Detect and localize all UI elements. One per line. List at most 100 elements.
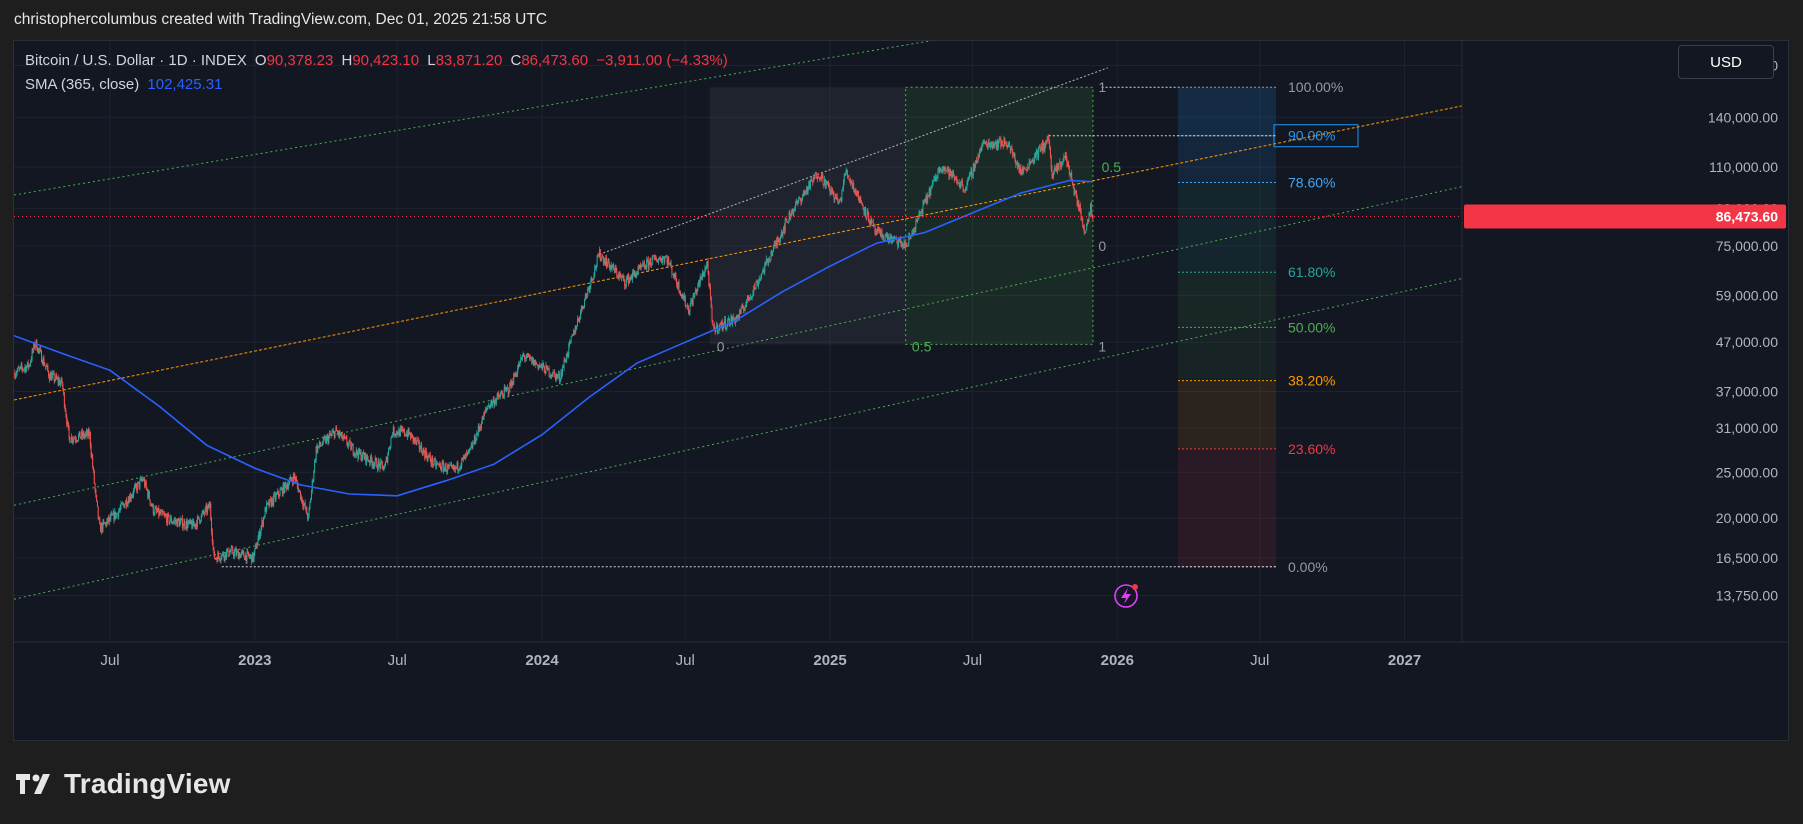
candle-body: [750, 296, 752, 298]
symbol-label[interactable]: Bitcoin / U.S. Dollar · 1D · INDEX: [25, 52, 247, 69]
price-chart[interactable]: 100.00%90.00%78.60%61.80%50.00%38.20%23.…: [14, 41, 1789, 741]
candle-body: [219, 559, 221, 561]
candle-body: [761, 272, 763, 274]
candle-body: [384, 461, 386, 467]
candle-body: [330, 434, 332, 436]
candle-body: [954, 178, 956, 180]
candle-body: [411, 433, 413, 436]
candle-body: [18, 367, 20, 369]
candle-body: [281, 488, 283, 490]
candle-body: [134, 484, 136, 488]
candle-body: [68, 427, 70, 438]
candle-body: [716, 323, 718, 328]
sma-label[interactable]: SMA (365, close): [25, 76, 140, 93]
candle-body: [665, 256, 667, 258]
close-value: 86,473.60: [521, 52, 589, 69]
candle-body: [552, 371, 554, 377]
candle-body: [950, 172, 952, 176]
candle-body: [1046, 136, 1048, 143]
candle-body: [55, 375, 57, 379]
candle-body: [377, 467, 379, 470]
candle-body: [133, 489, 135, 495]
candle-body: [44, 365, 46, 367]
candle-body: [162, 510, 164, 514]
candle-body: [920, 211, 922, 213]
chart-area[interactable]: 100.00% 90.00% 78.60% 61.80% 50.00% 38.20% 23.…: [13, 40, 1789, 741]
candle-body: [990, 142, 992, 147]
brand-name[interactable]: TradingView: [64, 768, 231, 799]
candle-body: [587, 287, 589, 290]
candle-body: [1031, 161, 1033, 163]
lightning-icon[interactable]: [1114, 584, 1138, 608]
currency-button[interactable]: USD: [1678, 45, 1774, 79]
candle-body: [1012, 155, 1014, 157]
candle-body: [1006, 146, 1008, 148]
candle-body: [1045, 140, 1047, 145]
candle-body: [59, 382, 61, 385]
candle-body: [949, 169, 951, 176]
candle-body: [497, 394, 499, 395]
candle-body: [193, 524, 195, 526]
candle-body: [116, 513, 118, 515]
candle-body: [479, 427, 481, 429]
candle-body: [1029, 160, 1031, 164]
candle-body: [853, 190, 855, 193]
candle-body: [905, 244, 907, 248]
candle-body: [839, 199, 841, 200]
candle-body: [685, 305, 687, 307]
candle-body: [872, 222, 874, 226]
candle-body: [594, 266, 596, 275]
candle-body: [620, 274, 622, 278]
candle-body: [437, 463, 439, 465]
candle-body: [153, 513, 155, 515]
candle-body: [203, 513, 205, 514]
candle-body: [37, 348, 39, 353]
candle-body: [398, 429, 400, 436]
candle-body: [921, 211, 923, 215]
candle-body: [149, 499, 151, 505]
candle-body: [79, 431, 81, 439]
candle-body: [901, 243, 903, 248]
candle-body: [675, 273, 677, 281]
candle-body: [285, 482, 286, 485]
candle-body: [1066, 158, 1068, 167]
candle-body: [615, 267, 617, 271]
candle-body: [251, 554, 253, 563]
candle-body: [469, 447, 471, 450]
candle-body: [187, 523, 189, 528]
fib-zone: [1178, 448, 1276, 567]
candle-body: [746, 295, 748, 300]
candle-body: [122, 503, 124, 505]
candle-body: [214, 558, 216, 559]
candle-body: [1057, 164, 1059, 172]
candle-body: [590, 278, 592, 286]
candle-body: [531, 357, 533, 364]
candle-body: [288, 479, 290, 484]
candle-body: [1071, 172, 1073, 181]
candle-body: [712, 320, 714, 325]
candle-body: [475, 440, 477, 443]
candle-body: [60, 378, 62, 383]
candle-body: [1072, 183, 1074, 187]
candle-body: [1022, 167, 1024, 172]
candle-body: [732, 316, 734, 320]
candle-body: [82, 432, 84, 437]
candle-body: [178, 520, 180, 527]
candle-body: [15, 373, 17, 376]
candle-body: [598, 255, 600, 257]
sma-row: SMA (365, close) 102,425.31: [25, 73, 728, 97]
candle-body: [266, 503, 268, 512]
candle-body: [1037, 150, 1039, 158]
candle-body: [507, 387, 509, 394]
candle-body: [669, 263, 671, 264]
candle-body: [528, 356, 530, 358]
candle-body: [682, 295, 684, 297]
candle-body: [363, 454, 365, 459]
candle-body: [739, 310, 741, 314]
candle-body: [858, 199, 860, 203]
candle-body: [168, 514, 170, 523]
fib-zone: [1178, 87, 1276, 136]
candle-body: [570, 336, 572, 342]
candle-body: [959, 183, 961, 188]
candle-body: [948, 167, 950, 177]
